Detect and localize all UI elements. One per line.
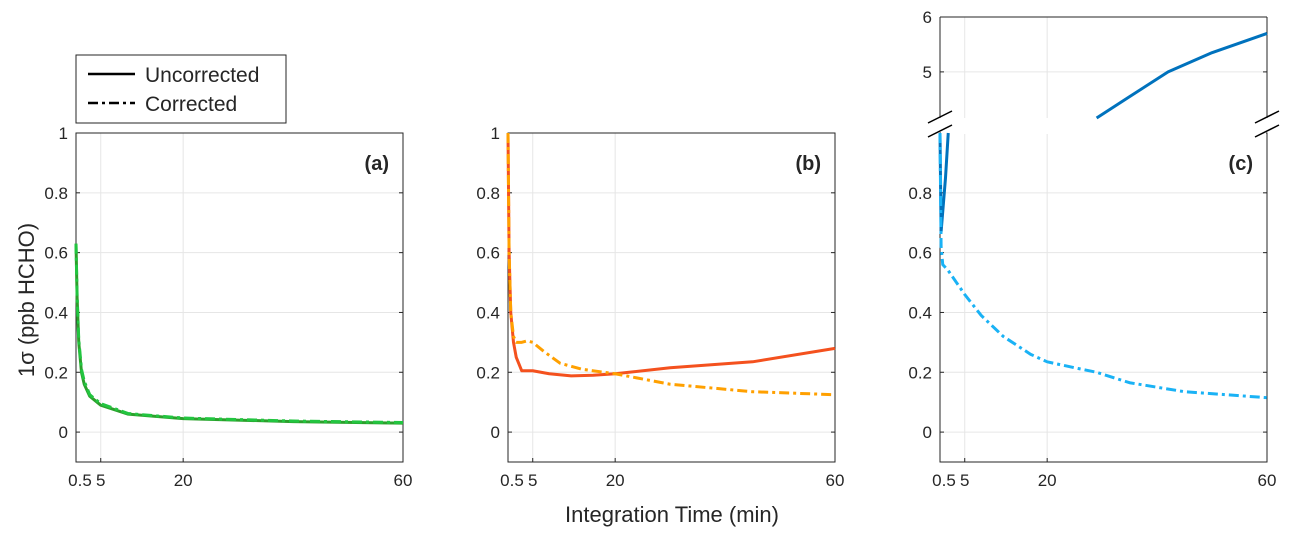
axis-break-mark (1254, 110, 1280, 124)
x-tick-label: 20 (606, 471, 625, 490)
y-tick-label: 0.4 (44, 303, 68, 322)
x-tick-label: 0.5 (932, 471, 956, 490)
x-tick-label: 5 (528, 471, 537, 490)
y-tick-label: 0.2 (476, 363, 500, 382)
series-uncorrected (506, 132, 836, 378)
axis-break-mark (927, 124, 953, 138)
x-tick-label: 60 (1258, 471, 1277, 490)
series-corrected (74, 243, 404, 425)
panel-label: (b) (795, 153, 821, 175)
x-axis-label: Integration Time (min) (565, 502, 779, 527)
x-tick-label: 20 (1038, 471, 1057, 490)
axis-break-mark (927, 110, 953, 124)
axis-break-mark (1254, 124, 1280, 138)
series-uncorrected (74, 243, 404, 425)
y-tick-label: 0.8 (908, 184, 932, 203)
y-tick-label: 0.6 (908, 244, 932, 263)
series-uncorrected (1095, 32, 1268, 120)
panel-0: 0.5 5 20 60 0 0.2 0.4 0.6 0.8 1 (a) (44, 124, 412, 490)
x-tick-label: 5 (96, 471, 105, 490)
y-tick-label: 0.8 (476, 184, 500, 203)
x-tick-label: 60 (826, 471, 845, 490)
y-tick-label: 0.2 (908, 363, 932, 382)
panel-1: 0.5 5 20 60 0 0.2 0.4 0.6 0.8 1 (b) (476, 124, 844, 490)
x-tick-label: 20 (174, 471, 193, 490)
y-tick-label: 0.4 (908, 303, 932, 322)
y-tick-label: 0 (923, 423, 932, 442)
axes-box (507, 132, 836, 463)
y-tick-label: 0.4 (476, 303, 500, 322)
y-tick-label: 1 (491, 124, 500, 143)
y-tick-label: 6 (923, 8, 932, 27)
series-corrected (938, 132, 1268, 400)
y-tick-label: 0 (59, 423, 68, 442)
y-tick-label: 0.6 (476, 244, 500, 263)
legend-label-corrected: Corrected (145, 93, 237, 116)
legend-label-uncorrected: Uncorrected (145, 64, 259, 87)
y-tick-label: 5 (923, 63, 932, 82)
y-tick-label: 0.6 (44, 244, 68, 263)
y-axis-label: 1σ (ppb HCHO) (14, 223, 39, 377)
axes-box-lower (939, 132, 1268, 463)
x-tick-label: 60 (394, 471, 413, 490)
legend: Uncorrected Corrected (75, 54, 287, 124)
panel-label: (c) (1229, 153, 1253, 175)
y-tick-label: 1 (59, 124, 68, 143)
y-tick-label: 0.8 (44, 184, 68, 203)
panel-label: (a) (365, 153, 389, 175)
x-tick-label: 0.5 (68, 471, 92, 490)
y-tick-label: 0.2 (44, 363, 68, 382)
y-tick-label: 0 (491, 423, 500, 442)
x-tick-label: 5 (960, 471, 969, 490)
x-tick-label: 0.5 (500, 471, 524, 490)
